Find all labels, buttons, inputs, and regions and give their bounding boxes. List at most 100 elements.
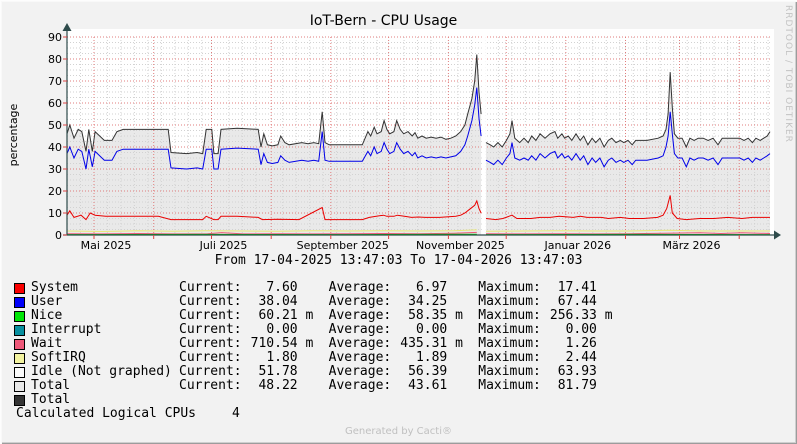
legend-label: Wait: [31, 336, 63, 351]
legend-col-current: Current:: [179, 378, 242, 393]
legend-current-value: 60.21: [258, 308, 298, 323]
legend-col-maximum: Maximum:: [478, 294, 541, 309]
legend-col-average: Average:: [328, 336, 392, 351]
legend-maximum-value: 81.79: [557, 378, 597, 393]
legend-current-value: 1.80: [266, 350, 298, 365]
legend-row: Total: [14, 393, 613, 407]
legend-swatch-icon: [14, 310, 25, 322]
legend-row: Total Current: 48.22 Average: 43.61 Maximum: 8…: [14, 379, 613, 393]
rrdtool-watermark: RRDTOOL / TOBI OETIKER: [783, 5, 793, 143]
legend-swatch-icon: [14, 338, 25, 350]
legend-col-current: Current:: [179, 364, 242, 379]
y-tick-label: 40: [48, 141, 62, 154]
legend-average-value: 58.35: [408, 308, 448, 323]
legend-row: Calculated Logical CPUs 4: [14, 407, 613, 421]
legend-maximum-value: 1.26: [565, 336, 597, 351]
legend-swatch-icon: [14, 282, 25, 294]
legend-row: Interrupt Current: 0.00 Average: 0.00 Maximum…: [14, 323, 613, 337]
legend: System Current: 7.60 Average: 6.97 Maximum: 17…: [14, 281, 613, 421]
legend-swatch-icon: [14, 296, 25, 308]
legend-col-current: Current:: [179, 350, 242, 365]
time-range-label: From 17-04-2025 13:47:03 To 17-04-2026 1…: [214, 253, 583, 268]
legend-swatch-icon: [14, 352, 25, 364]
legend-average-value: 1.89: [415, 350, 448, 365]
legend-col-average: Average:: [328, 322, 392, 337]
legend-row: Nice Current: 60.21 m Average: 58.35 m Maximu…: [14, 309, 613, 323]
legend-col-average: Average:: [328, 350, 392, 365]
y-tick-label: 30: [48, 163, 62, 176]
x-tick-label: Juli 2025: [199, 239, 248, 252]
legend-label: Total: [31, 392, 71, 407]
legend-swatch-icon: [14, 324, 25, 336]
x-tick-label: November 2025: [416, 239, 505, 252]
generated-by-credit: Generated by Cacti®: [345, 426, 452, 437]
legend-col-current: Current:: [179, 280, 242, 295]
x-tick-label: Januar 2026: [544, 239, 612, 252]
legend-col-average: Average:: [328, 378, 392, 393]
legend-col-current: Current:: [179, 308, 242, 323]
legend-value: 4: [232, 406, 240, 421]
x-tick-label: Mai 2025: [80, 239, 132, 252]
legend-col-maximum: Maximum:: [478, 308, 541, 323]
legend-current-unit: m: [297, 336, 314, 351]
legend-swatch-icon: [14, 380, 25, 392]
legend-col-average: Average:: [328, 294, 392, 309]
legend-row: System Current: 7.60 Average: 6.97 Maximum: 17…: [14, 281, 613, 295]
legend-row: Wait Current: 710.54 m Average: 435.31 m Maxi…: [14, 337, 613, 351]
legend-maximum-value: 2.44: [565, 350, 597, 365]
legend-maximum-unit: m: [596, 308, 613, 323]
legend-row: SoftIRQ Current: 1.80 Average: 1.89 Maximum: 2…: [14, 351, 613, 365]
x-tick-label: September 2025: [296, 239, 389, 252]
legend-col-maximum: Maximum:: [478, 280, 541, 295]
legend-col-average: Average:: [328, 308, 392, 323]
legend-current-value: 38.04: [258, 294, 298, 309]
y-tick-label: 90: [48, 31, 62, 44]
legend-col-current: Current:: [179, 294, 242, 309]
legend-col-maximum: Maximum:: [478, 364, 541, 379]
legend-label: System: [31, 280, 78, 295]
legend-label: Calculated Logical CPUs: [16, 406, 197, 421]
y-tick-label: 20: [48, 185, 62, 198]
legend-label: Total: [31, 378, 71, 393]
legend-col-current: Current:: [179, 336, 242, 351]
legend-label: Idle (Not graphed): [31, 364, 172, 379]
y-tick-label: 70: [48, 75, 62, 88]
y-tick-label: 80: [48, 53, 62, 66]
legend-current-value: 0.00: [266, 322, 298, 337]
legend-col-maximum: Maximum:: [478, 350, 541, 365]
x-tick-label: März 2026: [662, 239, 721, 252]
legend-col-maximum: Maximum:: [478, 378, 541, 393]
legend-current-value: 7.60: [266, 280, 298, 295]
legend-average-value: 6.97: [415, 280, 448, 295]
legend-average-value: 435.31: [400, 336, 448, 351]
chart-title: IoT-Bern - CPU Usage: [309, 13, 458, 29]
legend-swatch-icon: [14, 394, 25, 406]
legend-row: User Current: 38.04 Average: 34.25 Maximum: 67…: [14, 295, 613, 309]
legend-col-average: Average:: [328, 280, 392, 295]
legend-col-maximum: Maximum:: [478, 336, 541, 351]
legend-current-value: 51.78: [258, 364, 298, 379]
legend-maximum-value: 17.41: [557, 280, 597, 295]
legend-label: SoftIRQ: [31, 350, 86, 365]
y-tick-label: 60: [48, 97, 62, 110]
legend-current-value: 48.22: [258, 378, 298, 393]
legend-label: Interrupt: [31, 322, 102, 337]
y-tick-label: 10: [48, 207, 62, 220]
legend-average-value: 43.61: [408, 378, 448, 393]
legend-label: User: [31, 294, 63, 309]
legend-average-unit: m: [447, 308, 463, 323]
legend-current-value: 710.54: [250, 336, 298, 351]
legend-average-value: 56.39: [408, 364, 448, 379]
legend-col-maximum: Maximum:: [478, 322, 541, 337]
legend-row: Idle (Not graphed) Current: 51.78 Average: 5…: [14, 365, 613, 379]
legend-maximum-value: 63.93: [557, 364, 597, 379]
legend-swatch-icon: [14, 366, 25, 378]
legend-average-value: 34.25: [408, 294, 448, 309]
y-tick-label: 50: [48, 119, 62, 132]
legend-label: Nice: [31, 308, 63, 323]
legend-col-current: Current:: [179, 322, 242, 337]
legend-maximum-value: 256.33: [549, 308, 597, 323]
y-tick-label: 0: [55, 229, 62, 242]
